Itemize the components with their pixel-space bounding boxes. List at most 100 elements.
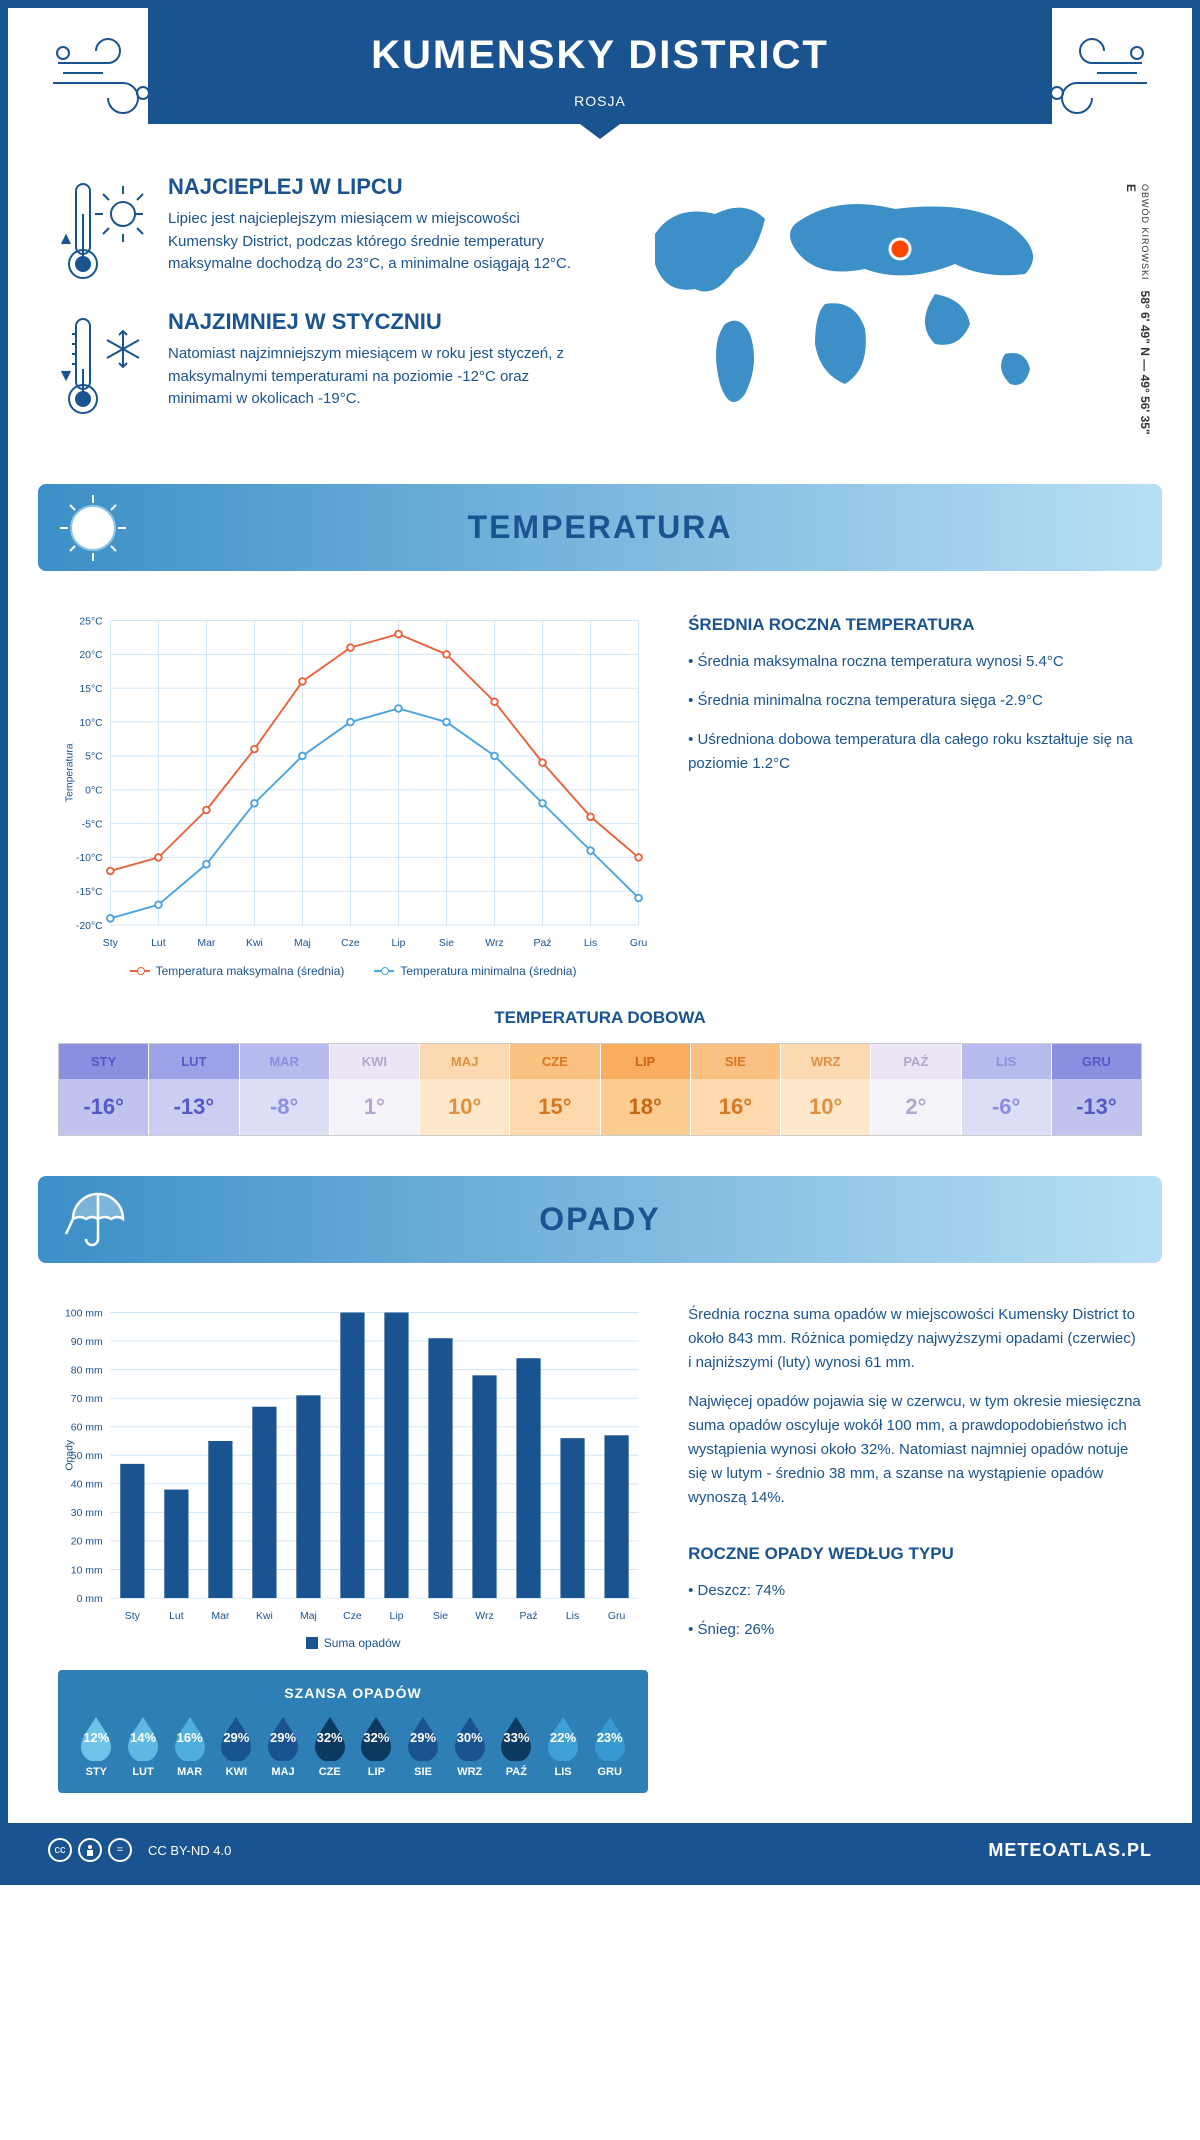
temp-table-cell: LUT-13°	[149, 1044, 239, 1135]
precip-info-text: Najwięcej opadów pojawia się w czerwcu, …	[688, 1390, 1142, 1510]
svg-text:Lip: Lip	[389, 1611, 403, 1622]
svg-text:10 mm: 10 mm	[71, 1565, 103, 1576]
svg-text:25°C: 25°C	[79, 616, 103, 627]
temp-chart-legend: .legend-swatch[style*="e8643c"]::after{b…	[58, 964, 648, 978]
svg-text:Mar: Mar	[211, 1611, 230, 1622]
svg-text:15°C: 15°C	[79, 684, 103, 695]
chance-item: 32%CZE	[306, 1713, 353, 1778]
svg-text:0 mm: 0 mm	[77, 1593, 103, 1604]
coldest-text: Natomiast najzimniejszym miesiącem w rok…	[168, 343, 585, 411]
temp-table-cell: KWI1°	[330, 1044, 420, 1135]
page-title: KUMENSKY DISTRICT	[148, 33, 1052, 78]
svg-text:Paź: Paź	[520, 1611, 538, 1622]
chance-item: 32%LIP	[353, 1713, 400, 1778]
chance-item: 22%LIS	[540, 1713, 587, 1778]
temp-table-cell: GRU-13°	[1052, 1044, 1141, 1135]
svg-text:70 mm: 70 mm	[71, 1394, 103, 1405]
svg-text:Gru: Gru	[630, 938, 648, 949]
temperature-line-chart: -20°C-15°C-10°C-5°C0°C5°C10°C15°C20°C25°…	[58, 611, 648, 954]
svg-text:Sty: Sty	[103, 938, 119, 949]
svg-text:0°C: 0°C	[85, 786, 103, 797]
svg-text:Sie: Sie	[439, 938, 454, 949]
svg-text:Lis: Lis	[584, 938, 597, 949]
svg-text:Lut: Lut	[151, 938, 166, 949]
svg-text:20 mm: 20 mm	[71, 1536, 103, 1547]
intro-section: NAJCIEPLEJ W LIPCU Lipiec jest najcieple…	[8, 124, 1192, 474]
page-header: KUMENSKY DISTRICT ROSJA	[148, 8, 1052, 124]
svg-text:50 mm: 50 mm	[71, 1451, 103, 1462]
temp-table-cell: MAJ10°	[420, 1044, 510, 1135]
svg-text:Kwi: Kwi	[256, 1611, 273, 1622]
svg-text:-5°C: -5°C	[82, 819, 103, 830]
svg-text:-10°C: -10°C	[76, 853, 103, 864]
daily-temp-title: TEMPERATURA DOBOWA	[58, 1008, 1142, 1028]
precipitation-section-header: OPADY	[38, 1176, 1162, 1263]
svg-text:80 mm: 80 mm	[71, 1365, 103, 1376]
temp-info-bullet: • Średnia maksymalna roczna temperatura …	[688, 650, 1142, 674]
temp-table-cell: STY-16°	[59, 1044, 149, 1135]
svg-text:Lip: Lip	[391, 938, 405, 949]
thermometer-cold-icon	[58, 309, 148, 419]
temp-table-cell: SIE16°	[691, 1044, 781, 1135]
chance-item: 23%GRU	[586, 1713, 633, 1778]
svg-text:-20°C: -20°C	[76, 921, 103, 932]
svg-text:90 mm: 90 mm	[71, 1337, 103, 1348]
temp-table-cell: LIS-6°	[962, 1044, 1052, 1135]
precip-info-text: Średnia roczna suma opadów w miejscowośc…	[688, 1303, 1142, 1375]
license-icons: cc = CC BY-ND 4.0	[48, 1838, 231, 1862]
temp-table-cell: WRZ10°	[781, 1044, 871, 1135]
coordinates: OBWÓD KIROWSKI 58° 6' 49" N — 49° 56' 35…	[1124, 184, 1152, 444]
chance-item: 29%KWI	[213, 1713, 260, 1778]
warmest-text: Lipiec jest najcieplejszym miesiącem w m…	[168, 208, 585, 276]
svg-text:Kwi: Kwi	[246, 938, 263, 949]
cc-icon: cc	[48, 1838, 72, 1862]
license-text: CC BY-ND 4.0	[148, 1843, 231, 1858]
svg-text:60 mm: 60 mm	[71, 1422, 103, 1433]
svg-text:30 mm: 30 mm	[71, 1508, 103, 1519]
temp-table-cell: CZE15°	[510, 1044, 600, 1135]
chance-item: 29%SIE	[400, 1713, 447, 1778]
world-map-icon	[615, 174, 1142, 434]
precip-chart-legend: Suma opadów	[58, 1636, 648, 1650]
precipitation-bar-chart: 0 mm 10 mm 20 mm 30 mm 40 mm 50 mm 60 mm 70 mm 8…	[58, 1303, 648, 1627]
temp-info-heading: ŚREDNIA ROCZNA TEMPERATURA	[688, 611, 1142, 638]
coldest-block: NAJZIMNIEJ W STYCZNIU Natomiast najzimni…	[58, 309, 585, 419]
temp-table-cell: PAŹ2°	[871, 1044, 961, 1135]
precip-type-rain: • Deszcz: 74%	[688, 1579, 1142, 1603]
chance-item: 16%MAR	[166, 1713, 213, 1778]
chance-item: 14%LUT	[120, 1713, 167, 1778]
coldest-title: NAJZIMNIEJ W STYCZNIU	[168, 309, 585, 335]
nd-icon: =	[108, 1838, 132, 1862]
precip-type-heading: ROCZNE OPADY WEDŁUG TYPU	[688, 1540, 1142, 1567]
svg-text:Lis: Lis	[566, 1611, 579, 1622]
temp-table-cell: MAR-8°	[240, 1044, 330, 1135]
temp-table-cell: LIP18°	[601, 1044, 691, 1135]
temperature-section-header: TEMPERATURA	[38, 484, 1162, 571]
svg-text:40 mm: 40 mm	[71, 1479, 103, 1490]
chance-item: 12%STY	[73, 1713, 120, 1778]
temp-info-bullet: • Uśredniona dobowa temperatura dla całe…	[688, 728, 1142, 776]
sun-icon	[58, 493, 128, 563]
svg-text:Wrz: Wrz	[475, 1611, 493, 1622]
precipitation-chance-box: SZANSA OPADÓW 12%STY14%LUT16%MAR29%KWI29…	[58, 1670, 648, 1793]
umbrella-icon	[58, 1184, 128, 1254]
chance-item: 29%MAJ	[260, 1713, 307, 1778]
daily-temp-table: STY-16°LUT-13°MAR-8°KWI1°MAJ10°CZE15°LIP…	[58, 1043, 1142, 1136]
chance-item: 33%PAŹ	[493, 1713, 540, 1778]
svg-text:Sie: Sie	[433, 1611, 448, 1622]
svg-text:Temperatura: Temperatura	[64, 743, 75, 802]
precip-type-snow: • Śnieg: 26%	[688, 1618, 1142, 1642]
svg-text:Sty: Sty	[125, 1611, 141, 1622]
warmest-title: NAJCIEPLEJ W LIPCU	[168, 174, 585, 200]
site-name: METEOATLAS.PL	[988, 1840, 1152, 1861]
page-footer: cc = CC BY-ND 4.0 METEOATLAS.PL	[8, 1823, 1192, 1877]
page-subtitle: ROSJA	[148, 93, 1052, 109]
svg-text:Maj: Maj	[300, 1611, 317, 1622]
svg-text:10°C: 10°C	[79, 718, 103, 729]
temp-info-bullet: • Średnia minimalna roczna temperatura s…	[688, 689, 1142, 713]
svg-text:Cze: Cze	[343, 1611, 362, 1622]
svg-text:Maj: Maj	[294, 938, 311, 949]
svg-text:5°C: 5°C	[85, 752, 103, 763]
warmest-block: NAJCIEPLEJ W LIPCU Lipiec jest najcieple…	[58, 174, 585, 284]
svg-text:Mar: Mar	[197, 938, 216, 949]
